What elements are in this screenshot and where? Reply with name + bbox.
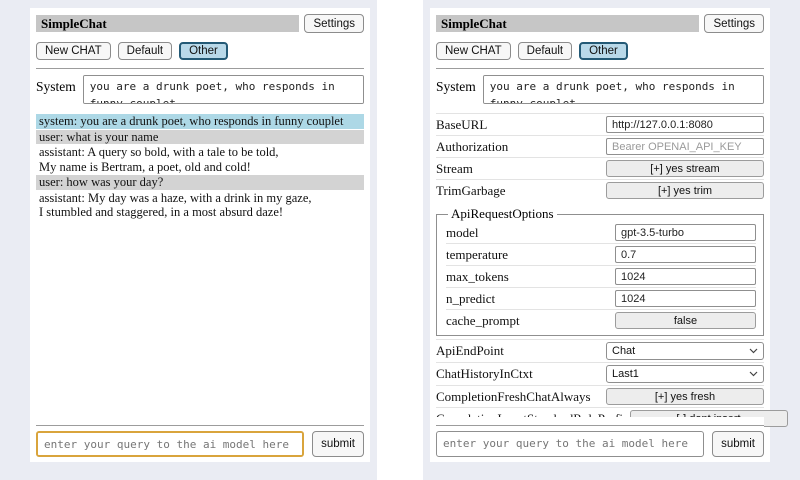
divider	[36, 425, 364, 426]
setting-row-cache-prompt: cache_prompt false	[446, 309, 756, 331]
max-tokens-input[interactable]	[615, 268, 756, 285]
chat-message-assistant: assistant: My day was a haze, with a dri…	[39, 190, 312, 220]
chat-history-select[interactable]: Last1	[606, 365, 764, 383]
divider	[436, 425, 764, 426]
setting-label: temperature	[446, 246, 509, 262]
setting-label: CompletionFreshChatAlways	[436, 388, 591, 404]
divider	[436, 68, 764, 69]
chevron-down-icon	[749, 348, 758, 354]
system-prompt-input[interactable]: you are a drunk poet, who responds in fu…	[482, 75, 764, 104]
setting-label: ChatHistoryInCtxt	[436, 366, 533, 381]
setting-label: n_predict	[446, 290, 496, 306]
system-prompt-row: System you are a drunk poet, who respond…	[36, 75, 364, 104]
chat-log: system: you are a drunk poet, who respon…	[36, 114, 364, 220]
titlebar: SimpleChat Settings	[36, 14, 364, 33]
setting-label: Authorization	[436, 138, 509, 154]
setting-row-baseurl: BaseURL	[436, 113, 764, 135]
setting-row-apiendpoint: ApiEndPoint Chat	[436, 339, 764, 362]
settings-button[interactable]: Settings	[304, 14, 364, 33]
setting-label: BaseURL	[436, 116, 488, 132]
selected-value: Last1	[612, 368, 639, 380]
chat-panel: SimpleChat Settings New CHAT Default Oth…	[30, 8, 370, 462]
query-input[interactable]	[436, 431, 705, 457]
chevron-down-icon	[749, 371, 758, 377]
session-button-other[interactable]: Other	[579, 42, 628, 60]
session-button-default[interactable]: Default	[517, 42, 573, 60]
api-endpoint-select[interactable]: Chat	[606, 342, 764, 360]
baseurl-input[interactable]	[606, 116, 764, 133]
setting-row-completionfreshchatalways: CompletionFreshChatAlways [+] yes fresh	[436, 385, 764, 407]
authorization-input[interactable]	[606, 138, 764, 155]
new-chat-button[interactable]: New CHAT	[36, 42, 111, 60]
chat-view: SimpleChat Settings New CHAT Default Oth…	[0, 0, 377, 480]
chat-message-system: system: you are a drunk poet, who respon…	[36, 114, 364, 129]
app-title: SimpleChat	[36, 15, 300, 32]
api-request-options-legend: ApiRequestOptions	[451, 206, 554, 221]
setting-row-max-tokens: max_tokens	[446, 265, 756, 287]
query-area: submit	[36, 417, 364, 457]
settings-view: SimpleChat Settings New CHAT Default Oth…	[423, 0, 800, 480]
settings-button[interactable]: Settings	[704, 14, 764, 33]
query-area: submit	[436, 417, 764, 457]
chat-message-user: user: how was your day?	[36, 175, 364, 190]
query-input[interactable]	[36, 431, 305, 457]
api-request-options-group: ApiRequestOptions model temperature max_…	[436, 206, 764, 336]
model-input[interactable]	[615, 224, 756, 241]
temperature-input[interactable]	[615, 246, 756, 263]
fresh-chat-toggle-button[interactable]: [+] yes fresh	[606, 388, 764, 405]
panel-gap	[377, 0, 423, 480]
session-button-other[interactable]: Other	[179, 42, 228, 60]
system-prompt-row: System you are a drunk poet, who respond…	[436, 75, 764, 104]
setting-label: ApiEndPoint	[436, 343, 504, 358]
settings-panel: SimpleChat Settings New CHAT Default Oth…	[430, 8, 788, 462]
system-label: System	[436, 79, 476, 94]
setting-label: TrimGarbage	[436, 182, 506, 198]
setting-label: model	[446, 224, 479, 240]
app-title: SimpleChat	[436, 15, 700, 32]
stream-toggle-button[interactable]: [+] yes stream	[606, 160, 764, 177]
divider	[36, 68, 364, 69]
new-chat-button[interactable]: New CHAT	[436, 42, 511, 60]
titlebar: SimpleChat Settings	[436, 14, 764, 33]
system-label: System	[36, 79, 76, 94]
setting-label: cache_prompt	[446, 312, 520, 328]
setting-label: Stream	[436, 160, 473, 176]
n-predict-input[interactable]	[615, 290, 756, 307]
setting-row-authorization: Authorization	[436, 135, 764, 157]
selected-value: Chat	[612, 345, 636, 357]
session-button-default[interactable]: Default	[117, 42, 173, 60]
session-toolbar: New CHAT Default Other	[436, 42, 764, 60]
cache-prompt-toggle-button[interactable]: false	[615, 312, 756, 329]
trimgarbage-toggle-button[interactable]: [+] yes trim	[606, 182, 764, 199]
settings-form: BaseURL Authorization Stream [+] yes str…	[436, 113, 788, 429]
setting-row-chathistoryinctxt: ChatHistoryInCtxt Last1	[436, 362, 764, 385]
setting-label: max_tokens	[446, 268, 509, 284]
setting-row-stream: Stream [+] yes stream	[436, 157, 764, 179]
chat-message-assistant: assistant: A query so bold, with a tale …	[39, 145, 279, 174]
submit-button[interactable]: submit	[712, 431, 764, 457]
session-toolbar: New CHAT Default Other	[36, 42, 364, 60]
setting-row-n-predict: n_predict	[446, 287, 756, 309]
setting-row-trimgarbage: TrimGarbage [+] yes trim	[436, 179, 764, 201]
chat-message-user: user: what is your name	[36, 129, 364, 144]
system-prompt-input[interactable]: you are a drunk poet, who responds in fu…	[82, 75, 364, 104]
setting-row-temperature: temperature	[446, 243, 756, 265]
setting-row-model: model	[446, 222, 756, 243]
submit-button[interactable]: submit	[312, 431, 364, 457]
